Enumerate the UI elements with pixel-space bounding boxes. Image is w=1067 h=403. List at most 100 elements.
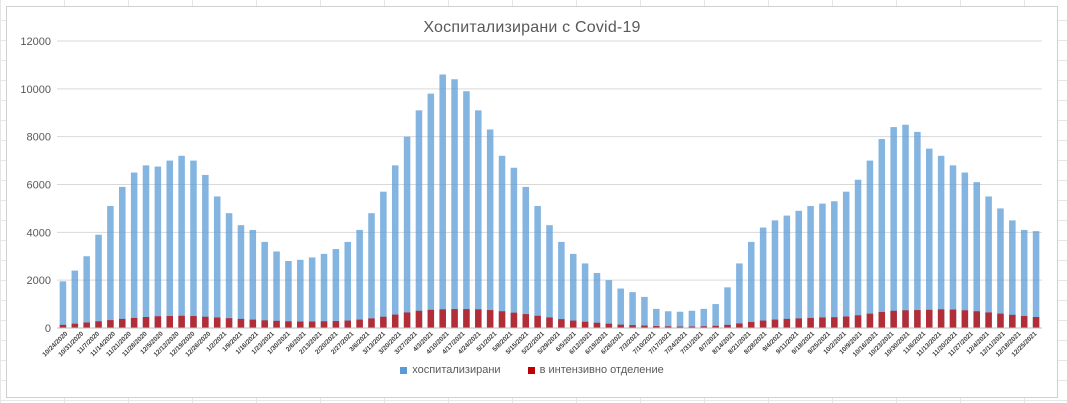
bar-icu	[546, 317, 553, 328]
bar-hospitalized	[178, 155, 185, 328]
bar-icu	[890, 310, 897, 328]
bar-icu	[736, 323, 743, 328]
bar-hospitalized	[522, 186, 530, 328]
bar-icu	[415, 310, 423, 328]
bar-hospitalized	[605, 280, 613, 328]
bar-hospitalized	[747, 241, 755, 328]
bar-hospitalized	[925, 148, 933, 328]
bar-icu	[747, 322, 755, 328]
bar-hospitalized	[83, 256, 90, 328]
bar-hospitalized	[854, 179, 862, 328]
bar-icu	[285, 321, 292, 328]
bar-hospitalized	[795, 210, 802, 328]
bar-hospitalized	[783, 215, 791, 328]
bar-hospitalized	[130, 172, 138, 328]
bar-hospitalized	[700, 308, 708, 328]
bar-hospitalized	[119, 186, 126, 328]
bar-hospitalized	[71, 270, 79, 328]
bar-hospitalized	[498, 155, 506, 328]
bar-icu	[902, 310, 909, 328]
bar-icu	[605, 323, 613, 328]
bar-hospitalized	[166, 160, 174, 328]
bar-hospitalized	[356, 229, 363, 328]
chart-plot-area: 02000400060008000100001200010/24/202010/…	[20, 36, 1042, 358]
legend-item-hospitalized: хоспитализирани	[400, 364, 501, 376]
bar-icu	[783, 318, 791, 328]
bar-hospitalized	[534, 206, 541, 328]
bar-icu	[676, 326, 684, 328]
bar-icu	[795, 318, 802, 328]
bar-hospitalized	[415, 110, 423, 328]
sheet-row-line	[0, 400, 1067, 401]
bar-hospitalized	[261, 241, 268, 328]
legend-label-icu: в интензивно отделение	[539, 364, 664, 376]
bar-icu	[332, 321, 340, 328]
bar-hospitalized	[1032, 231, 1040, 328]
bar-hospitalized	[1009, 220, 1016, 328]
bar-icu	[225, 318, 233, 328]
bar-icu	[771, 319, 779, 328]
bar-icu	[641, 325, 648, 328]
bar-hospitalized	[664, 311, 672, 328]
chart-area[interactable]: Хоспитализирани с Covid-19 0 2000 4000 6000…	[6, 6, 1058, 398]
legend-item-icu: в интензивно отделение	[527, 364, 664, 376]
bar-icu	[925, 309, 933, 328]
bar-hospitalized	[213, 196, 221, 328]
bar-hospitalized	[688, 310, 696, 328]
bar-hospitalized	[297, 259, 304, 328]
bar-icu	[166, 316, 174, 328]
bar-icu	[593, 322, 601, 328]
bar-hospitalized	[997, 208, 1004, 328]
bar-hospitalized	[866, 160, 874, 328]
bar-hospitalized	[332, 249, 340, 328]
bar-icu	[997, 313, 1004, 328]
bar-icu	[973, 311, 980, 328]
bar-icu	[391, 314, 399, 328]
bar-icu	[154, 316, 162, 328]
legend-swatch-hospitalized	[400, 366, 408, 374]
bar-icu	[427, 309, 435, 328]
bar-icu	[807, 317, 814, 328]
bar-icu	[475, 309, 482, 328]
bar-icu	[510, 312, 518, 328]
bar-icu	[688, 326, 696, 328]
bar-hospitalized	[961, 172, 969, 328]
bar-icu	[95, 321, 102, 328]
bar-icu	[949, 309, 957, 328]
bar-icu	[819, 317, 826, 328]
bar-icu	[854, 315, 862, 328]
bar-icu	[629, 325, 636, 328]
bar-hospitalized	[403, 136, 411, 328]
bar-hospitalized	[641, 296, 648, 328]
y-tick-label: 10000	[20, 84, 51, 96]
bar-icu	[581, 321, 589, 328]
bar-icu	[142, 316, 150, 328]
legend-swatch-icu	[527, 366, 535, 374]
bar-hospitalized	[724, 287, 731, 328]
bar-icu	[190, 316, 197, 328]
bar-icu	[451, 309, 458, 328]
bar-icu	[724, 324, 731, 328]
bar-icu	[664, 326, 672, 328]
bar-hospitalized	[344, 241, 352, 328]
bar-hospitalized	[439, 74, 446, 328]
bar-hospitalized	[249, 229, 257, 328]
bar-hospitalized	[202, 174, 209, 328]
bar-hospitalized	[391, 165, 399, 328]
bar-hospitalized	[973, 182, 980, 328]
bar-hospitalized	[190, 160, 197, 328]
bar-icu	[380, 316, 387, 328]
bar-hospitalized	[736, 263, 743, 328]
bar-icu	[712, 325, 719, 328]
bar-icu	[700, 326, 708, 328]
bar-icu	[1032, 316, 1040, 328]
bar-icu	[937, 309, 945, 328]
bar-hospitalized	[842, 191, 850, 328]
bar-icu	[59, 324, 67, 328]
bar-hospitalized	[985, 196, 992, 328]
bar-hospitalized	[914, 131, 921, 328]
bar-hospitalized	[451, 79, 458, 329]
bar-hospitalized	[676, 311, 684, 328]
bar-icu	[653, 326, 660, 328]
y-tick-label: 12000	[20, 36, 51, 48]
